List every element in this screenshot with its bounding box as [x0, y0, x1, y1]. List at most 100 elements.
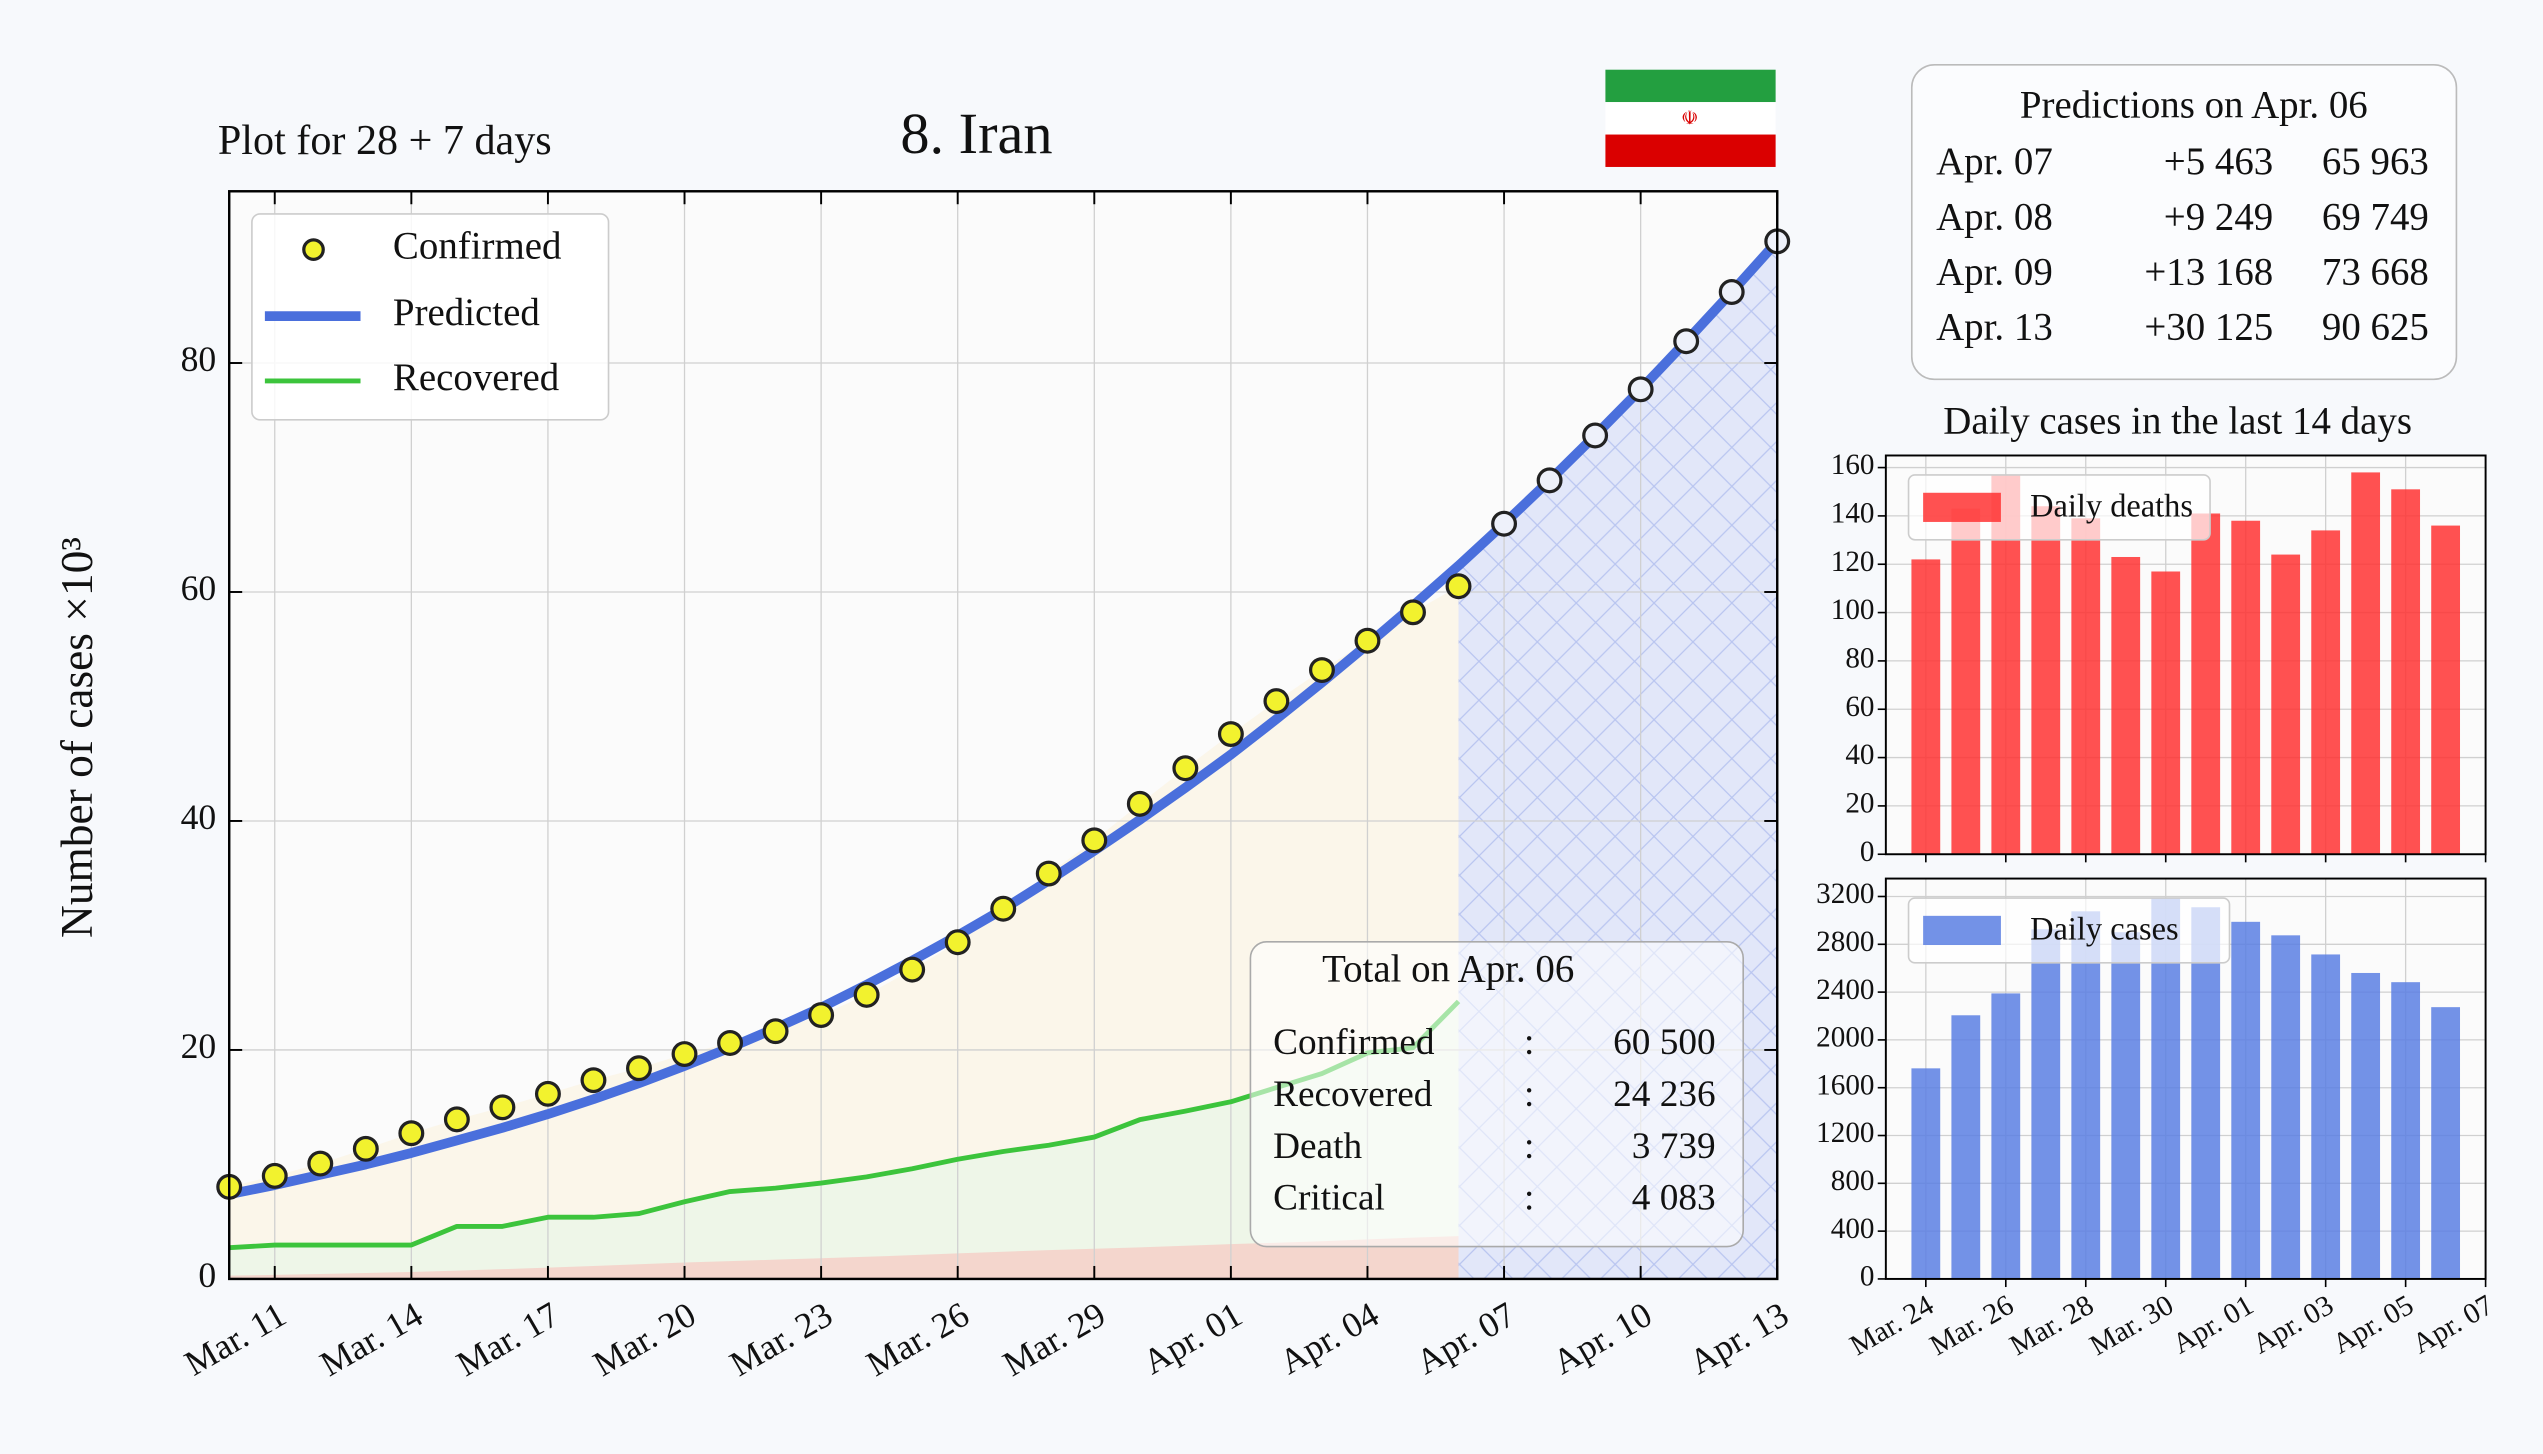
totals-sep: :: [1524, 1074, 1534, 1115]
x-tick-label: Mar. 20: [586, 1294, 702, 1384]
confirmed-point: [626, 1055, 652, 1082]
x-tick-label: Apr. 10: [1546, 1294, 1659, 1382]
confirmed-point: [762, 1018, 789, 1045]
bar: [1951, 1015, 1981, 1279]
y-tick-label: 40: [1845, 739, 1874, 771]
confirmed-point: [944, 929, 971, 956]
confirmed-point: [1308, 657, 1335, 684]
bar: [2311, 954, 2341, 1279]
y-tick-label: 800: [1831, 1165, 1875, 1197]
y-axis-label: Number of cases ×10³: [52, 537, 102, 938]
confirmed-point: [1172, 755, 1199, 782]
confirmed-point: [1126, 790, 1153, 817]
x-tick-label: Mar. 17: [450, 1294, 566, 1384]
totals-label: Confirmed: [1273, 1022, 1435, 1063]
bar: [2391, 982, 2421, 1279]
bar: [2271, 554, 2301, 855]
bar: [2031, 929, 2061, 1279]
y-tick-label: 60: [1845, 691, 1874, 723]
y-tick-label: 120: [1831, 546, 1875, 578]
legend-marker: [1923, 492, 2001, 522]
death-area: [229, 1236, 1459, 1279]
bar: [2431, 1007, 2461, 1279]
predicted-point: [1536, 467, 1563, 494]
bar: [2231, 520, 2261, 855]
predictions-box: [1910, 64, 2458, 381]
y-tick-label: 1600: [1816, 1069, 1874, 1101]
y-tick-label: 80: [181, 339, 217, 379]
bar: [1911, 559, 1941, 855]
prediction-delta: +9 249: [2164, 195, 2273, 238]
chart-title: 8. Iran: [900, 101, 1052, 166]
confirmed-point: [398, 1120, 425, 1147]
totals-value: 3 739: [1632, 1126, 1716, 1167]
bar: [2271, 935, 2301, 1279]
legend-box: [251, 213, 610, 421]
confirmed-point: [1354, 627, 1381, 654]
confirmed-point: [443, 1106, 470, 1133]
axes-frame: [1884, 877, 2487, 1280]
confirmed-point: [580, 1067, 607, 1094]
totals-value: 24 236: [1613, 1074, 1715, 1115]
predicted-point: [1673, 328, 1700, 355]
legend-label: Daily cases: [2030, 911, 2178, 947]
confirmed-point: [808, 1002, 835, 1029]
y-tick-label: 1200: [1816, 1117, 1874, 1149]
y-tick-label: 2400: [1816, 974, 1874, 1006]
totals-sep: :: [1524, 1022, 1534, 1063]
prediction-delta: +30 125: [2144, 306, 2273, 349]
confirmed-point: [1081, 827, 1108, 854]
x-tick-label: Mar. 23: [723, 1294, 839, 1384]
prediction-date: Apr. 13: [1936, 306, 2053, 349]
bar: [2111, 556, 2141, 855]
bar: [2071, 518, 2101, 855]
confirmed-point: [990, 895, 1017, 922]
x-tick-label: Mar. 26: [1925, 1289, 2020, 1362]
x-tick-label: Apr. 07: [2407, 1289, 2499, 1360]
y-tick-label: 160: [1831, 449, 1875, 481]
x-tick-label: Mar. 29: [996, 1294, 1112, 1384]
confirmed-point: [717, 1030, 744, 1056]
x-tick-label: Mar. 14: [313, 1294, 429, 1384]
confirmed-point: [534, 1080, 561, 1107]
totals-title: Total on Apr. 06: [1322, 947, 1574, 990]
y-tick-label: 20: [181, 1026, 217, 1066]
legend-label: Daily deaths: [2030, 488, 2193, 524]
confirmed-point: [1217, 721, 1244, 748]
x-tick-label: Mar. 24: [1845, 1289, 1940, 1362]
predicted-point: [1627, 376, 1654, 403]
prediction-total: 73 668: [2322, 250, 2429, 293]
x-tick-label: Apr. 05: [2327, 1289, 2419, 1360]
x-tick-label: Apr. 13: [1682, 1294, 1795, 1382]
y-tick-label: 400: [1831, 1213, 1875, 1245]
confirmed-point: [307, 1150, 334, 1177]
y-tick-label: 0: [1860, 836, 1875, 868]
bar: [2151, 571, 2181, 855]
bar: [2351, 972, 2381, 1279]
prediction-date: Apr. 08: [1936, 195, 2053, 238]
bar: [2431, 525, 2461, 855]
chart-title: Daily cases in the last 14 days: [1943, 400, 2412, 443]
totals-value: 60 500: [1613, 1022, 1715, 1063]
y-tick-label: 60: [181, 568, 217, 608]
legend-label: Recovered: [393, 356, 559, 399]
prediction-total: 90 625: [2322, 306, 2429, 349]
totals-sep: :: [1524, 1178, 1534, 1219]
x-tick-label: Mar. 28: [2005, 1289, 2100, 1362]
totals-value: 4 083: [1632, 1178, 1716, 1219]
predicted-point: [1491, 510, 1518, 537]
confirmed-point: [352, 1135, 379, 1162]
confirmed-point: [899, 956, 926, 983]
legend-marker: [1923, 915, 2001, 946]
totals-label: Critical: [1273, 1178, 1385, 1219]
y-tick-label: 0: [198, 1255, 216, 1295]
predicted-point: [1582, 422, 1609, 449]
y-tick-label: 140: [1831, 498, 1875, 530]
x-tick-label: Apr. 04: [1273, 1294, 1386, 1382]
bar: [2391, 489, 2421, 855]
flag: ☫: [1605, 69, 1776, 167]
bar: [1911, 1068, 1941, 1279]
prediction-delta: +13 168: [2144, 250, 2273, 293]
